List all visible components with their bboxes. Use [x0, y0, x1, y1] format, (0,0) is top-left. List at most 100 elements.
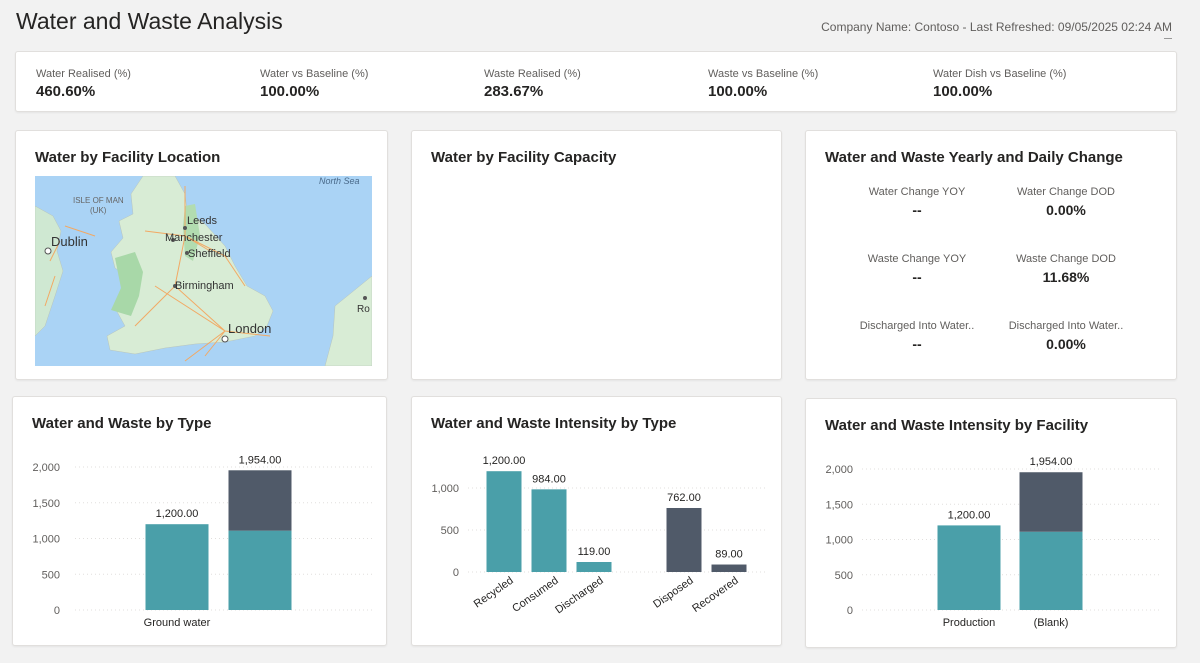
card-title: Water by Facility Location	[35, 149, 221, 166]
y-tick-label: 2,000	[32, 462, 60, 474]
discharged-into-water-dod: Discharged Into Water.. 0.00%	[996, 320, 1136, 352]
kpi-water-dish-vs-baseline[interactable]: Water Dish vs Baseline (%) 100.00%	[933, 68, 1066, 100]
facility-map[interactable]: North Sea ISLE OF MAN (UK) Dublin Leeds …	[35, 176, 372, 366]
bar	[486, 471, 522, 572]
change-value: 0.00%	[1046, 336, 1086, 352]
map-label-ro: Ro	[357, 304, 370, 315]
bar	[531, 489, 567, 572]
kpi-value: 283.67%	[484, 83, 544, 100]
y-tick-label: 2,000	[825, 464, 853, 476]
company-refresh-info: Company Name: Contoso - Last Refreshed: …	[821, 20, 1172, 34]
intensity-by-type-chart[interactable]: 05001,0001,200.00Recycled984.00Consumed1…	[412, 397, 783, 647]
y-tick-label: 500	[42, 569, 60, 581]
bar-segment	[228, 530, 292, 610]
x-tick-label: Consumed	[510, 575, 560, 615]
change-label: Waste Change DOD	[1016, 253, 1116, 265]
change-label: Waste Change YOY	[867, 253, 967, 265]
kpi-label: Waste vs Baseline (%)	[708, 68, 819, 80]
y-tick-label: 1,000	[825, 535, 853, 547]
map-label-london: London	[228, 321, 271, 336]
change-value: --	[912, 202, 922, 218]
data-label: 984.00	[532, 473, 566, 485]
data-label: 119.00	[578, 546, 611, 558]
intensity-by-facility-chart[interactable]: 0 500 1,000 1,500 2,000 1,200.00 Production 1,9…	[806, 399, 1178, 649]
water-change-dod: Water Change DOD 0.00%	[996, 186, 1136, 218]
bar	[711, 564, 747, 572]
map-label-uk: (UK)	[90, 206, 107, 215]
kpi-value: 100.00%	[708, 83, 768, 100]
kpi-value: 100.00%	[260, 83, 320, 100]
water-by-location-card[interactable]: Water by Facility Location	[15, 130, 388, 380]
y-tick-label: 500	[835, 570, 853, 582]
map-label-leeds: Leeds	[187, 215, 217, 227]
map-label-birmingham: Birmingham	[175, 280, 234, 292]
data-label: 1,200.00	[156, 508, 199, 520]
y-tick-label: 1,500	[32, 498, 60, 510]
card-title: Water and Waste by Type	[32, 415, 212, 432]
y-tick-label: 1,000	[32, 534, 60, 546]
change-value: 11.68%	[1042, 269, 1090, 285]
data-label: 1,954.00	[1030, 456, 1073, 468]
water-change-yoy: Water Change YOY --	[847, 186, 987, 218]
x-tick-label: Recovered	[690, 575, 740, 615]
x-tick-label: Disposed	[651, 575, 695, 611]
yearly-daily-change-card[interactable]: Water and Waste Yearly and Daily Change …	[805, 130, 1177, 380]
map-label-sheffield: Sheffield	[188, 248, 231, 260]
map-label-isle-of-man: ISLE OF MAN	[73, 196, 124, 205]
bar-segment	[145, 524, 209, 610]
change-label: Discharged Into Water..	[1008, 320, 1124, 332]
page-title: Water and Waste Analysis	[16, 8, 283, 34]
y-tick-label: 1,000	[431, 483, 459, 495]
kpi-strip: Water Realised (%) 460.60% Water vs Base…	[15, 51, 1177, 112]
change-value: 0.00%	[1046, 202, 1086, 218]
kpi-label: Water Dish vs Baseline (%)	[933, 68, 1067, 80]
card-title: Water and Waste Intensity by Facility	[825, 417, 1089, 434]
kpi-label: Waste Realised (%)	[484, 68, 581, 80]
bar-segment	[228, 470, 292, 531]
bar	[576, 562, 612, 572]
intensity-by-facility-card[interactable]: Water and Waste Intensity by Facility 0 5…	[805, 398, 1177, 648]
intensity-by-type-card[interactable]: Water and Waste Intensity by Type 0 500 1,…	[411, 396, 782, 646]
change-label: Water Change YOY	[868, 186, 966, 198]
card-title: Water and Waste Yearly and Daily Change	[825, 149, 1123, 166]
x-tick-label: (Blank)	[1034, 617, 1069, 629]
data-label: 762.00	[667, 492, 701, 504]
change-value: --	[912, 269, 922, 285]
data-label: 1,200.00	[948, 509, 991, 521]
change-value: --	[912, 336, 922, 352]
bar-segment	[1019, 531, 1083, 610]
kpi-waste-vs-baseline[interactable]: Waste vs Baseline (%) 100.00%	[708, 68, 818, 100]
card-title: Water and Waste Intensity by Type	[431, 415, 677, 432]
y-tick-label: 0	[453, 567, 459, 579]
y-tick-label: 1,500	[825, 499, 853, 511]
x-tick-label: Discharged	[553, 575, 605, 617]
waste-by-type-card[interactable]: Water and Waste by Type 0 500 1,000 1,500 2,…	[12, 396, 387, 646]
kpi-water-vs-baseline[interactable]: Water vs Baseline (%) 100.00%	[260, 68, 368, 100]
map-label-manchester: Manchester	[165, 232, 223, 244]
bar-segment	[1019, 472, 1083, 532]
kpi-label: Water Realised (%)	[36, 68, 131, 80]
kpi-label: Water vs Baseline (%)	[260, 68, 369, 80]
change-label: Water Change DOD	[1016, 186, 1116, 198]
change-label: Discharged Into Water..	[859, 320, 975, 332]
waste-change-yoy: Waste Change YOY --	[847, 253, 987, 285]
water-by-capacity-card[interactable]: Water by Facility Capacity	[411, 130, 782, 380]
map-label-north-sea: North Sea	[319, 176, 360, 186]
bar-segment	[937, 525, 1001, 610]
y-tick-label: 0	[54, 605, 60, 617]
kpi-waste-realised[interactable]: Waste Realised (%) 283.67%	[484, 68, 581, 100]
data-label: 1,954.00	[239, 454, 282, 466]
discharged-into-water-yoy: Discharged Into Water.. --	[847, 320, 987, 352]
data-label: 1,200.00	[483, 455, 526, 467]
kpi-value: 100.00%	[933, 83, 993, 100]
header-underline	[1164, 38, 1172, 39]
data-label: 89.00	[715, 549, 743, 561]
kpi-water-realised[interactable]: Water Realised (%) 460.60%	[36, 68, 131, 100]
x-tick-label: Ground water	[144, 617, 211, 629]
card-title: Water by Facility Capacity	[431, 149, 617, 166]
waste-change-dod: Waste Change DOD 11.68%	[996, 253, 1136, 285]
y-tick-label: 0	[847, 605, 853, 617]
bar	[666, 507, 702, 572]
waste-by-type-chart[interactable]: 0 500 1,000 1,500 2,000 1,200.00 Ground water 1…	[13, 397, 388, 647]
map-label-dublin: Dublin	[51, 234, 88, 249]
